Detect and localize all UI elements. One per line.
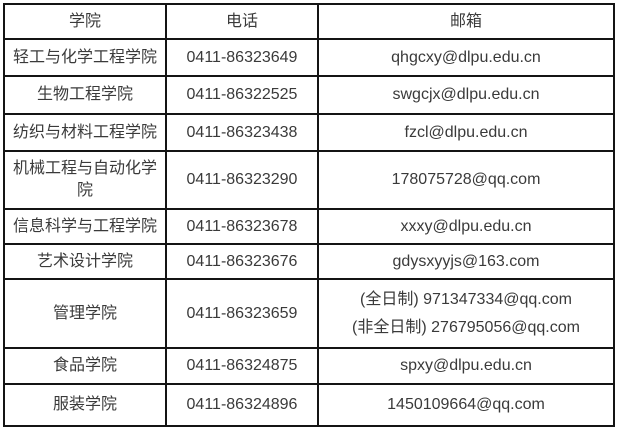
college-contact-table: 学院 电话 邮箱 轻工与化学工程学院 0411-86323649 qhgcxy@dl… xyxy=(3,3,615,427)
table-row: 轻工与化学工程学院 0411-86323649 qhgcxy@dlpu.edu.cn xyxy=(3,38,615,77)
email-line: xxxy@dlpu.edu.cn xyxy=(400,217,532,235)
table-row: 艺术设计学院 0411-86323676 gdysxyyjs@163.com xyxy=(3,243,615,280)
email-line: 178075728@qq.com xyxy=(391,171,541,189)
phone-cell: 0411-86323438 xyxy=(165,113,319,152)
college-cell: 生物工程学院 xyxy=(3,75,167,115)
college-cell: 服装学院 xyxy=(3,383,167,427)
phone-cell: 0411-86323676 xyxy=(165,243,319,280)
email-line: (全日制) 971347334@qq.com xyxy=(360,290,572,308)
phone-cell: 0411-86323659 xyxy=(165,278,319,349)
phone-cell: 0411-86322525 xyxy=(165,75,319,115)
table-row: 纺织与材料工程学院 0411-86323438 fzcl@dlpu.edu.cn xyxy=(3,113,615,152)
college-cell: 信息科学与工程学院 xyxy=(3,208,167,245)
email-line: gdysxyyjs@163.com xyxy=(392,252,540,270)
email-cell: spxy@dlpu.edu.cn xyxy=(317,347,615,385)
email-cell: (全日制) 971347334@qq.com (非全日制) 276795056@q… xyxy=(317,278,615,349)
email-line: 1450109664@qq.com xyxy=(387,396,545,414)
table-row: 食品学院 0411-86324875 spxy@dlpu.edu.cn xyxy=(3,347,615,385)
header-phone: 电话 xyxy=(165,3,319,40)
email-line: qhgcxy@dlpu.edu.cn xyxy=(391,48,541,66)
table-row: 机械工程与自动化学院 0411-86323290 178075728@qq.com xyxy=(3,150,615,210)
phone-cell: 0411-86323678 xyxy=(165,208,319,245)
college-cell: 食品学院 xyxy=(3,347,167,385)
email-line: (非全日制) 276795056@qq.com xyxy=(352,318,580,336)
email-cell: gdysxyyjs@163.com xyxy=(317,243,615,280)
header-email: 邮箱 xyxy=(317,3,615,40)
table-row: 管理学院 0411-86323659 (全日制) 971347334@qq.com(… xyxy=(3,278,615,349)
email-cell: xxxy@dlpu.edu.cn xyxy=(317,208,615,245)
phone-cell: 0411-86324875 xyxy=(165,347,319,385)
email-cell: qhgcxy@dlpu.edu.cn xyxy=(317,38,615,77)
table-row: 生物工程学院 0411-86322525 swgcjx@dlpu.edu.cn xyxy=(3,75,615,115)
table-body: 轻工与化学工程学院 0411-86323649 qhgcxy@dlpu.edu.cn… xyxy=(3,38,615,427)
phone-cell: 0411-86323649 xyxy=(165,38,319,77)
header-row: 学院 电话 邮箱 xyxy=(3,3,615,40)
email-cell: swgcjx@dlpu.edu.cn xyxy=(317,75,615,115)
email-line: spxy@dlpu.edu.cn xyxy=(400,357,532,375)
table-row: 信息科学与工程学院 0411-86323678 xxxy@dlpu.edu.cn xyxy=(3,208,615,245)
phone-cell: 0411-86323290 xyxy=(165,150,319,210)
email-line: fzcl@dlpu.edu.cn xyxy=(404,123,528,141)
college-cell: 轻工与化学工程学院 xyxy=(3,38,167,77)
college-cell: 管理学院 xyxy=(3,278,167,349)
college-cell: 机械工程与自动化学院 xyxy=(3,150,167,210)
email-cell: fzcl@dlpu.edu.cn xyxy=(317,113,615,152)
email-cell: 178075728@qq.com xyxy=(317,150,615,210)
table-row: 服装学院 0411-86324896 1450109664@qq.com xyxy=(3,383,615,427)
college-cell: 纺织与材料工程学院 xyxy=(3,113,167,152)
email-line: swgcjx@dlpu.edu.cn xyxy=(392,86,540,104)
header-college: 学院 xyxy=(3,3,167,40)
phone-cell: 0411-86324896 xyxy=(165,383,319,427)
email-cell: 1450109664@qq.com xyxy=(317,383,615,427)
college-cell: 艺术设计学院 xyxy=(3,243,167,280)
